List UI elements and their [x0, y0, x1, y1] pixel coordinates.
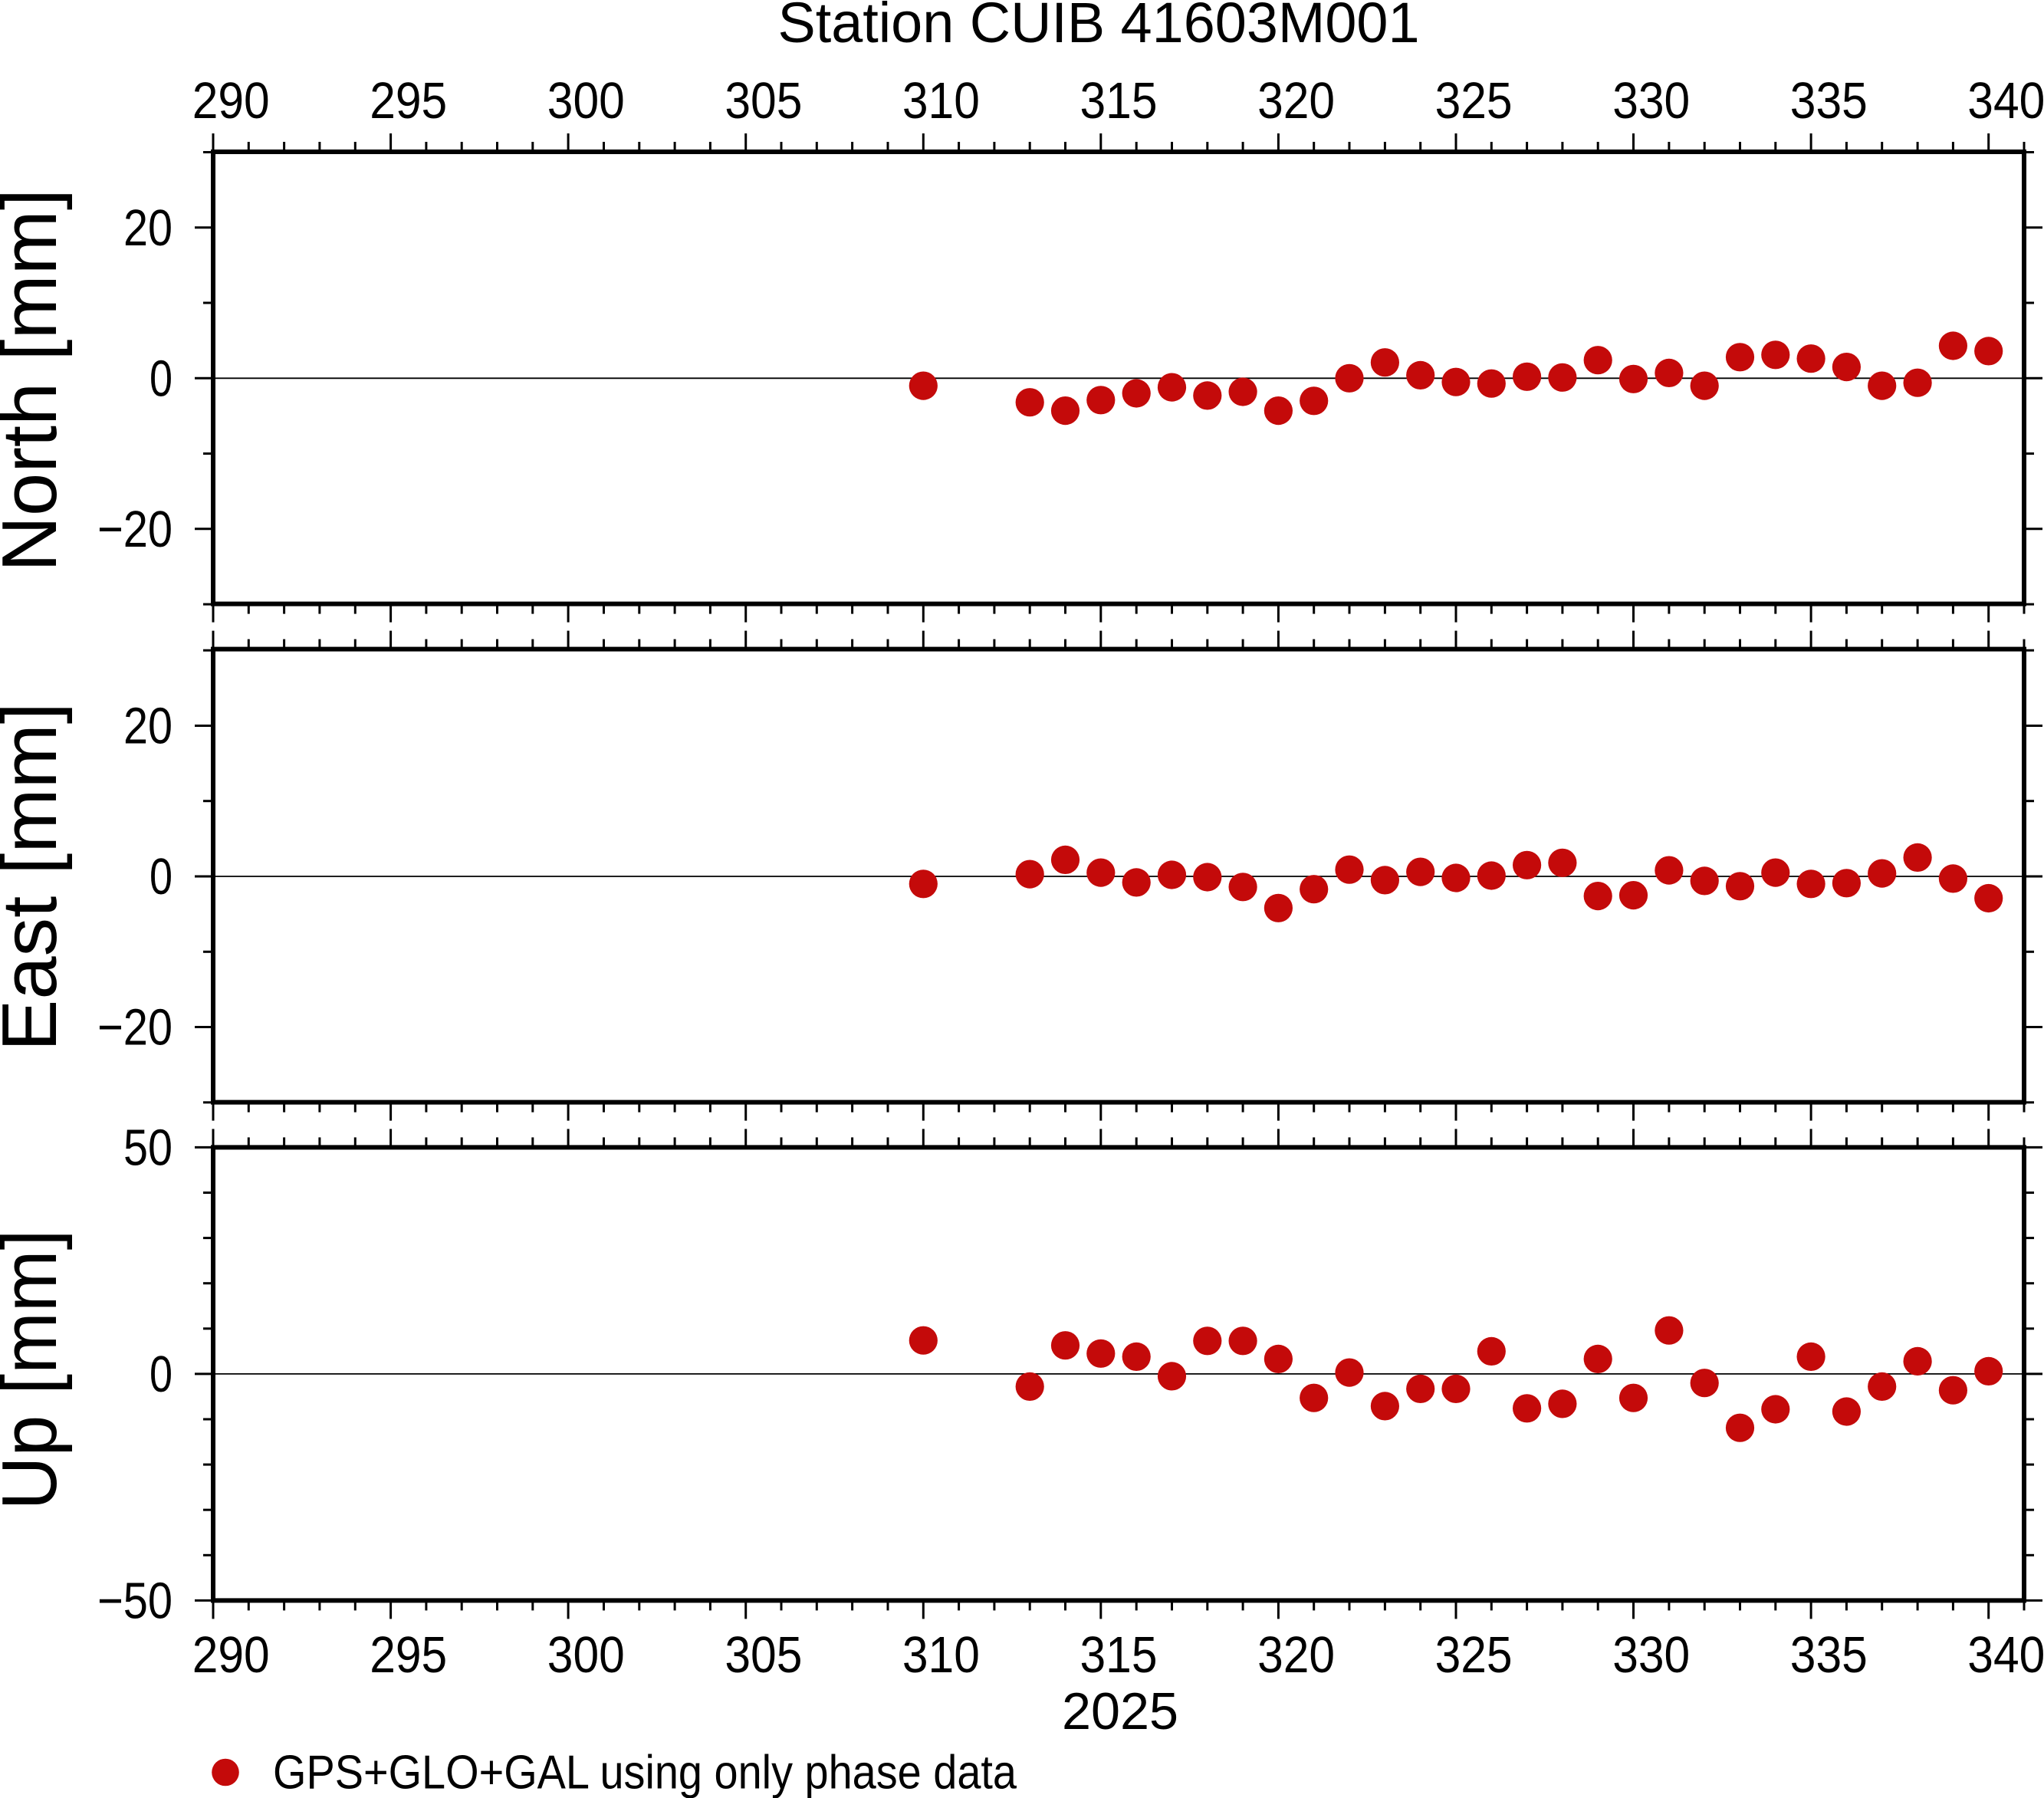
- svg-text:305: 305: [725, 72, 802, 130]
- svg-text:295: 295: [370, 72, 447, 130]
- svg-text:330: 330: [1612, 1626, 1690, 1684]
- svg-text:0: 0: [150, 848, 173, 906]
- svg-text:320: 320: [1257, 72, 1335, 130]
- svg-text:50: 50: [123, 1119, 173, 1176]
- svg-text:20: 20: [123, 199, 173, 257]
- svg-text:335: 335: [1790, 1626, 1868, 1684]
- svg-text:300: 300: [547, 1626, 625, 1684]
- svg-text:310: 310: [902, 1626, 980, 1684]
- svg-text:320: 320: [1257, 1626, 1335, 1684]
- svg-text:0: 0: [150, 350, 173, 407]
- svg-text:310: 310: [902, 72, 980, 130]
- svg-text:290: 290: [192, 72, 270, 130]
- svg-text:295: 295: [370, 1626, 447, 1684]
- svg-text:315: 315: [1080, 72, 1158, 130]
- svg-text:325: 325: [1435, 72, 1513, 130]
- svg-text:325: 325: [1435, 1626, 1513, 1684]
- svg-text:315: 315: [1080, 1626, 1158, 1684]
- svg-text:335: 335: [1790, 72, 1868, 130]
- svg-text:340: 340: [1967, 72, 2044, 130]
- svg-text:290: 290: [192, 1626, 270, 1684]
- svg-text:340: 340: [1967, 1626, 2044, 1684]
- svg-text:−50: −50: [97, 1572, 173, 1629]
- svg-text:330: 330: [1612, 72, 1690, 130]
- svg-text:2025: 2025: [1062, 1682, 1178, 1740]
- svg-text:300: 300: [547, 72, 625, 130]
- svg-text:−20: −20: [97, 999, 173, 1057]
- svg-text:East [mm]: East [mm]: [0, 702, 73, 1051]
- svg-text:North [mm]: North [mm]: [0, 189, 73, 572]
- svg-text:0: 0: [150, 1346, 173, 1403]
- svg-text:GPS+GLO+GAL using only phase d: GPS+GLO+GAL using only phase data: [273, 1747, 1017, 1798]
- svg-text:Station CUIB 41603M001: Station CUIB 41603M001: [778, 0, 1420, 54]
- svg-text:20: 20: [123, 698, 173, 755]
- svg-text:Up [mm]: Up [mm]: [0, 1230, 73, 1510]
- svg-text:305: 305: [725, 1626, 802, 1684]
- svg-text:−20: −20: [97, 501, 173, 558]
